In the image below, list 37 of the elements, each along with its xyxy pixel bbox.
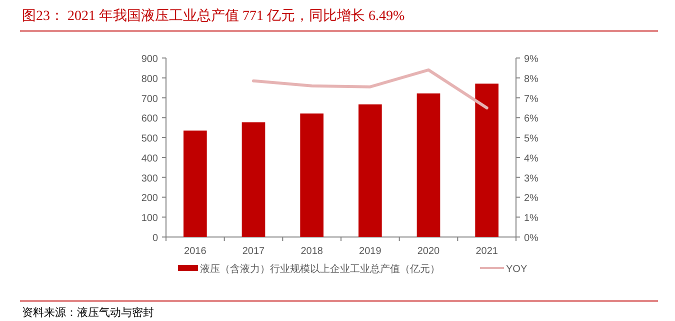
- bar: [475, 84, 498, 237]
- bar: [300, 113, 324, 237]
- x-tick-label: 2017: [242, 246, 266, 257]
- y-tick-label: 100: [141, 213, 158, 224]
- y2-tick-label: 0%: [524, 233, 539, 244]
- x-tick-label: 2016: [184, 246, 207, 257]
- y2-tick-label: 4%: [524, 153, 539, 164]
- y2-tick-label: 5%: [524, 134, 539, 145]
- y-tick-label: 600: [141, 114, 158, 125]
- y2-tick-label: 3%: [524, 173, 539, 184]
- x-tick-label: 2019: [359, 246, 382, 257]
- y2-tick-label: 9%: [524, 54, 539, 65]
- y-tick-label: 500: [141, 134, 158, 145]
- y-tick-label: 400: [141, 153, 158, 164]
- text: 资料来源：液压气动与密封: [22, 306, 154, 319]
- y2-tick-label: 2%: [524, 193, 539, 204]
- y-tick-label: 300: [141, 173, 158, 184]
- bar: [358, 104, 382, 237]
- y-tick-label: 800: [141, 74, 158, 85]
- y2-tick-label: 1%: [524, 213, 539, 224]
- chart-title: 图23： 2021 年我国液压工业总产值 771 亿元，同比增长 6.49%: [22, 8, 405, 24]
- y2-tick-label: 6%: [524, 114, 539, 125]
- y-tick-label: 0: [152, 233, 158, 244]
- y2-tick-label: 8%: [524, 74, 539, 85]
- x-tick-label: 2020: [417, 246, 440, 257]
- bar: [184, 130, 207, 237]
- x-tick-label: 2021: [476, 246, 498, 257]
- bar: [242, 122, 266, 237]
- y-tick-label: 900: [141, 54, 158, 65]
- y-tick-label: 200: [141, 193, 158, 204]
- bar: [416, 93, 440, 237]
- x-tick-label: 2018: [300, 246, 324, 257]
- legend-label: YOY: [506, 264, 528, 275]
- y2-tick-label: 7%: [524, 94, 539, 105]
- legend-label: 液压（含液力）行业规模以上企业工业总产值（亿元）: [200, 263, 440, 275]
- y-tick-label: 700: [141, 94, 158, 105]
- line-series: [252, 68, 488, 110]
